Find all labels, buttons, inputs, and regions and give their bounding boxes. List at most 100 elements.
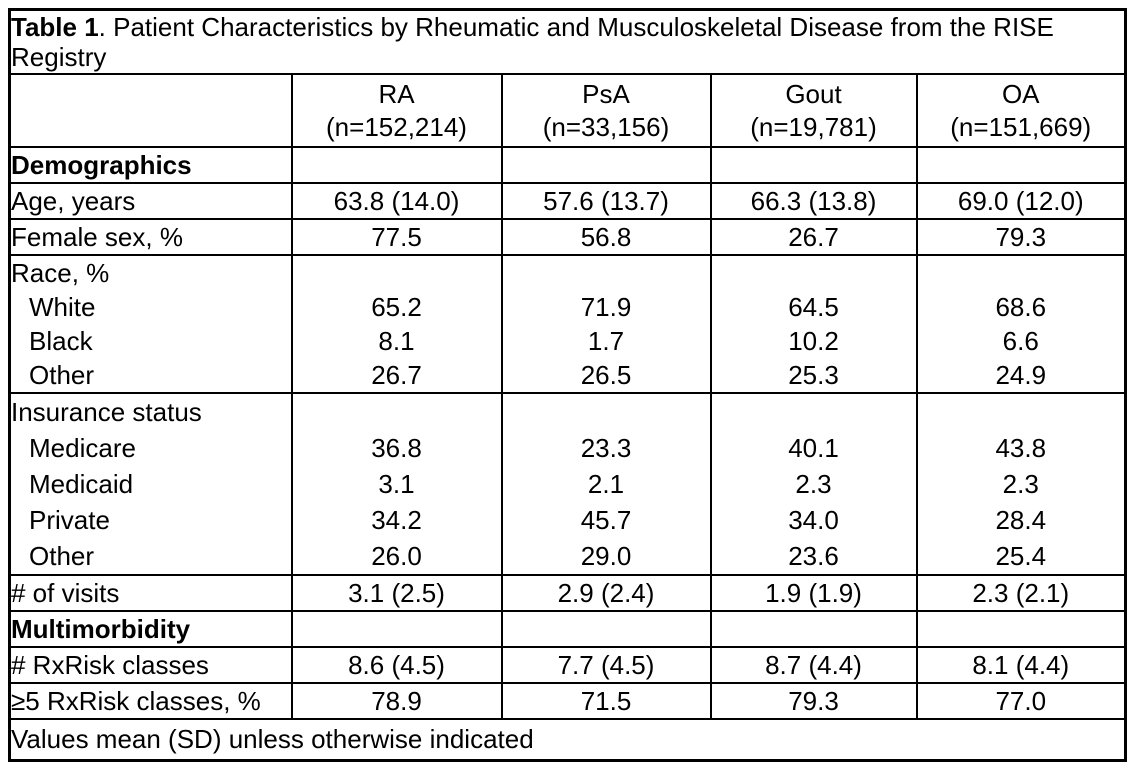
cell-value: 8.7 (4.4) bbox=[709, 646, 918, 684]
row-label: Medicare bbox=[29, 432, 136, 463]
cell-value: 77.0 bbox=[915, 682, 1127, 720]
cell-value: 2.9 (2.4) bbox=[500, 574, 712, 612]
row-label: # of visits bbox=[8, 574, 293, 612]
cell-value: 79.3 bbox=[709, 682, 918, 720]
group-header-label: Insurance status bbox=[11, 396, 202, 427]
empty-line bbox=[293, 256, 501, 290]
cell-value: 8.6 (4.5) bbox=[290, 646, 503, 684]
empty-line bbox=[918, 256, 1125, 290]
cell-value: 8.1 (4.4) bbox=[915, 646, 1127, 684]
row-label: Other bbox=[29, 359, 95, 390]
row-label: # RxRisk classes bbox=[8, 646, 293, 684]
table-footnote: Values mean (SD) unless otherwise indica… bbox=[8, 718, 1127, 762]
group-row-insurance: Insurance status Medicare Medicaid Priva… bbox=[8, 392, 1127, 576]
cell-value: 3.1 (2.5) bbox=[290, 574, 503, 612]
column-n: (n=19,781) bbox=[750, 111, 877, 142]
race-values-psa: 71.9 1.7 26.5 bbox=[500, 254, 712, 394]
empty-header-cell bbox=[8, 73, 293, 148]
table-title-number: Table 1 bbox=[11, 12, 99, 42]
section-label: Demographics bbox=[8, 146, 293, 184]
column-n: (n=151,669) bbox=[950, 111, 1092, 142]
race-values-ra: 65.2 8.1 26.7 bbox=[290, 254, 503, 394]
group-row-race: Race, % White Black Other 65.2 8.1 26.7 … bbox=[8, 254, 1127, 394]
column-header-row: RA (n=152,214) PsA (n=33,156) Gout (n=19… bbox=[8, 73, 1127, 148]
column-header-ra: RA (n=152,214) bbox=[290, 73, 503, 148]
patient-characteristics-table: Table 1. Patient Characteristics by Rheu… bbox=[8, 8, 1127, 762]
cell-value: 63.8 (14.0) bbox=[290, 182, 503, 220]
race-values-oa: 68.6 6.6 24.9 bbox=[915, 254, 1127, 394]
cell-value: 2.3 bbox=[1002, 468, 1039, 499]
cell-value: 25.3 bbox=[788, 359, 839, 390]
cell-value: 26.7 bbox=[709, 218, 918, 256]
empty-cell bbox=[290, 610, 503, 648]
row-label: Medicaid bbox=[29, 468, 134, 499]
cell-value: 66.3 (13.8) bbox=[709, 182, 918, 220]
empty-cell bbox=[290, 146, 503, 184]
section-label: Multimorbidity bbox=[8, 610, 293, 648]
insurance-values-ra: 36.8 3.1 34.2 26.0 bbox=[290, 392, 503, 576]
cell-value: 57.6 (13.7) bbox=[500, 182, 712, 220]
cell-value: 77.5 bbox=[290, 218, 503, 256]
cell-value: 3.1 bbox=[378, 468, 415, 499]
insurance-group-labels: Insurance status Medicare Medicaid Priva… bbox=[8, 392, 293, 576]
cell-value: 7.7 (4.5) bbox=[500, 646, 712, 684]
table-row-visits: # of visits 3.1 (2.5) 2.9 (2.4) 1.9 (1.9… bbox=[8, 574, 1127, 612]
cell-value: 34.0 bbox=[788, 504, 839, 535]
empty-line bbox=[503, 256, 710, 290]
column-n: (n=33,156) bbox=[542, 111, 670, 142]
cell-value: 26.5 bbox=[580, 359, 632, 390]
section-row-demographics: Demographics bbox=[8, 146, 1127, 184]
race-values-gout: 64.5 10.2 25.3 bbox=[709, 254, 918, 394]
cell-value: 71.5 bbox=[500, 682, 712, 720]
row-label: White bbox=[29, 291, 96, 322]
cell-value: 1.7 bbox=[587, 325, 625, 356]
insurance-values-gout: 40.1 2.3 34.0 23.6 bbox=[709, 392, 918, 576]
cell-value: 10.2 bbox=[788, 325, 839, 356]
table-row-age: Age, years 63.8 (14.0) 57.6 (13.7) 66.3 … bbox=[8, 182, 1127, 220]
insurance-values-oa: 43.8 2.3 28.4 25.4 bbox=[915, 392, 1127, 576]
empty-line bbox=[503, 394, 710, 430]
table-row-rxrisk-5plus: ≥5 RxRisk classes, % 78.9 71.5 79.3 77.0 bbox=[8, 682, 1127, 720]
cell-value: 2.3 bbox=[795, 468, 832, 499]
cell-value: 45.7 bbox=[580, 504, 632, 535]
cell-value: 28.4 bbox=[995, 504, 1047, 535]
row-label: Other bbox=[29, 540, 95, 571]
cell-value: 34.2 bbox=[371, 504, 422, 535]
cell-value: 40.1 bbox=[788, 432, 839, 463]
cell-value: 23.6 bbox=[788, 540, 839, 571]
cell-value: 56.8 bbox=[500, 218, 712, 256]
cell-value: 71.9 bbox=[580, 291, 632, 322]
cell-value: 26.0 bbox=[371, 540, 422, 571]
table-row-female-sex: Female sex, % 77.5 56.8 26.7 79.3 bbox=[8, 218, 1127, 256]
section-row-multimorbidity: Multimorbidity bbox=[8, 610, 1127, 648]
cell-value: 2.1 bbox=[587, 468, 625, 499]
empty-line bbox=[712, 256, 916, 290]
column-header-oa: OA (n=151,669) bbox=[915, 73, 1127, 148]
group-header-label: Race, % bbox=[11, 257, 110, 288]
row-label: Private bbox=[29, 504, 110, 535]
cell-value: 23.3 bbox=[580, 432, 632, 463]
cell-value: 43.8 bbox=[995, 432, 1047, 463]
table-title-text: . Patient Characteristics by Rheumatic a… bbox=[98, 12, 1054, 42]
column-label: PsA bbox=[582, 78, 630, 109]
cell-value: 78.9 bbox=[290, 682, 503, 720]
cell-value: 8.1 bbox=[378, 325, 415, 356]
insurance-values-psa: 23.3 2.1 45.7 29.0 bbox=[500, 392, 712, 576]
row-label: ≥5 RxRisk classes, % bbox=[8, 682, 293, 720]
cell-value: 6.6 bbox=[1002, 325, 1039, 356]
row-label: Black bbox=[29, 325, 93, 356]
race-group-labels: Race, % White Black Other bbox=[8, 254, 293, 394]
cell-value: 2.3 (2.1) bbox=[915, 574, 1127, 612]
cell-value: 26.7 bbox=[371, 359, 422, 390]
cell-value: 65.2 bbox=[371, 291, 422, 322]
cell-value: 24.9 bbox=[995, 359, 1047, 390]
cell-value: 1.9 (1.9) bbox=[709, 574, 918, 612]
table-title-line2: Registry bbox=[11, 42, 107, 72]
cell-value: 36.8 bbox=[371, 432, 422, 463]
table-row-rxrisk-classes: # RxRisk classes 8.6 (4.5) 7.7 (4.5) 8.7… bbox=[8, 646, 1127, 684]
empty-cell bbox=[500, 610, 712, 648]
cell-value: 25.4 bbox=[995, 540, 1047, 571]
column-label: Gout bbox=[785, 78, 842, 109]
column-n: (n=152,214) bbox=[326, 111, 467, 142]
empty-line bbox=[293, 394, 501, 430]
